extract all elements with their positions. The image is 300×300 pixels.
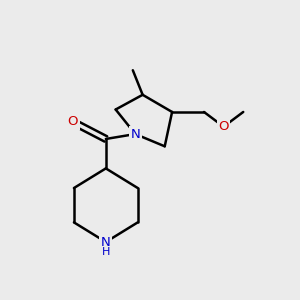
- Text: N: N: [130, 128, 140, 141]
- Text: O: O: [68, 115, 78, 128]
- Text: N: N: [101, 236, 111, 248]
- Text: O: O: [218, 120, 229, 133]
- Text: H: H: [102, 247, 110, 257]
